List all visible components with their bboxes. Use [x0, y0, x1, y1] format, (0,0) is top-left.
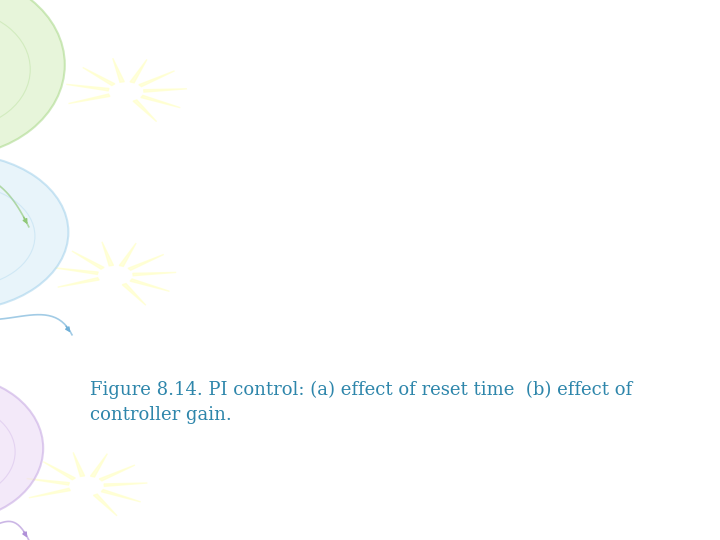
- Polygon shape: [104, 483, 148, 487]
- Polygon shape: [102, 242, 114, 266]
- Polygon shape: [94, 494, 117, 516]
- Polygon shape: [58, 278, 99, 287]
- Polygon shape: [29, 488, 71, 498]
- Polygon shape: [91, 454, 107, 477]
- Polygon shape: [122, 284, 145, 305]
- Polygon shape: [83, 68, 115, 85]
- Polygon shape: [139, 71, 174, 86]
- Polygon shape: [130, 279, 169, 291]
- Polygon shape: [68, 94, 110, 104]
- Ellipse shape: [0, 0, 65, 157]
- Polygon shape: [143, 89, 187, 92]
- Ellipse shape: [0, 375, 43, 521]
- Polygon shape: [132, 272, 176, 276]
- Text: Figure 8.14. PI control: (a) effect of reset time  (b) effect of
controller gain: Figure 8.14. PI control: (a) effect of r…: [90, 381, 632, 424]
- Polygon shape: [73, 453, 85, 476]
- Polygon shape: [133, 100, 157, 122]
- Polygon shape: [72, 251, 104, 269]
- Polygon shape: [130, 59, 147, 83]
- Polygon shape: [55, 268, 98, 274]
- Polygon shape: [120, 243, 136, 266]
- Ellipse shape: [0, 154, 68, 310]
- Polygon shape: [102, 490, 140, 502]
- Polygon shape: [141, 96, 180, 107]
- Polygon shape: [99, 465, 135, 481]
- Polygon shape: [66, 84, 109, 91]
- Polygon shape: [113, 58, 125, 82]
- Polygon shape: [27, 478, 69, 485]
- Polygon shape: [43, 462, 76, 480]
- Polygon shape: [128, 254, 163, 270]
